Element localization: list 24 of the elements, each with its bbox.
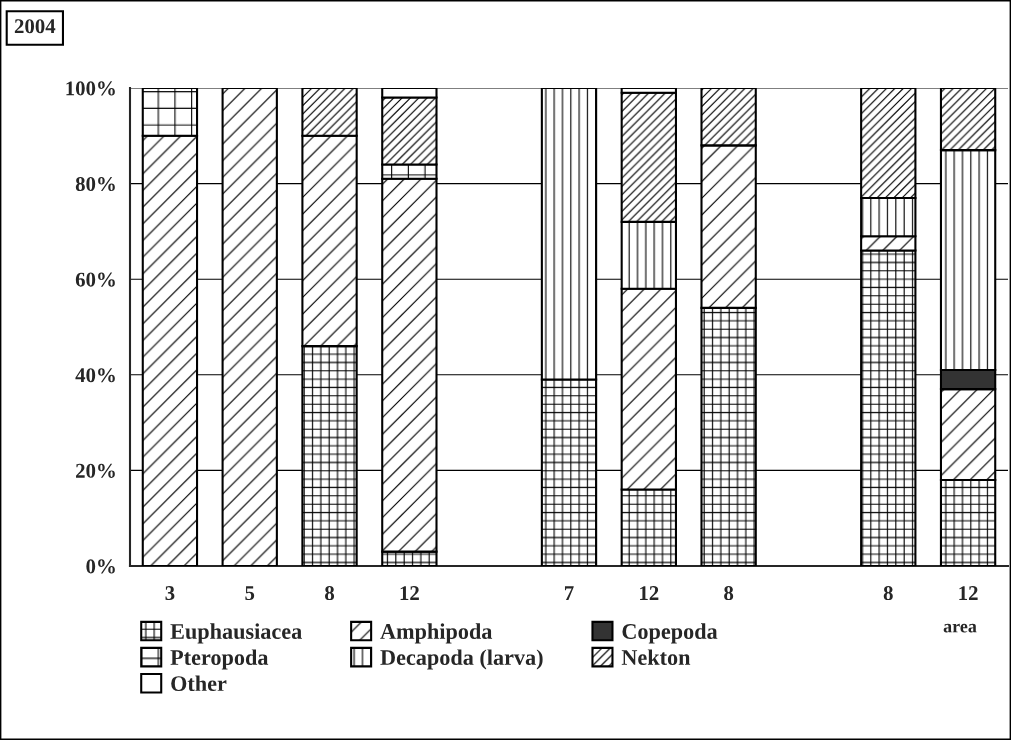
legend-label: Amphipoda: [380, 623, 493, 644]
y-tick-label: 80%: [75, 176, 115, 192]
x-tick-label: 12: [640, 586, 659, 600]
legend-label: Pteropoda: [170, 649, 269, 670]
x-tick-label: 8: [724, 586, 734, 601]
chart-title: 2004: [14, 19, 56, 34]
x-tick-label: 8: [325, 586, 335, 601]
legend-label: Nekton: [621, 649, 691, 666]
x-tick-label: 5: [245, 586, 255, 601]
x-tick-label: 7: [564, 586, 574, 600]
legend-label: Decapoda (larva): [380, 649, 543, 670]
x-tick-label: 12: [400, 586, 419, 600]
y-tick-label: 0%: [86, 559, 115, 574]
y-tick-label: 20%: [76, 463, 115, 478]
y-tick-label: 60%: [75, 272, 115, 287]
x-tick-label: 8: [883, 586, 893, 601]
x-tick-label: 12: [959, 586, 978, 600]
y-tick-label: 40%: [75, 368, 115, 383]
y-tick-label: 100%: [66, 81, 115, 96]
x-tick-label: 3: [165, 586, 175, 601]
text: area: [943, 623, 977, 633]
legend-label: Copepoda: [622, 623, 718, 644]
legend-label: Other: [171, 675, 227, 692]
legend-label: Euphausiacea: [170, 623, 302, 644]
